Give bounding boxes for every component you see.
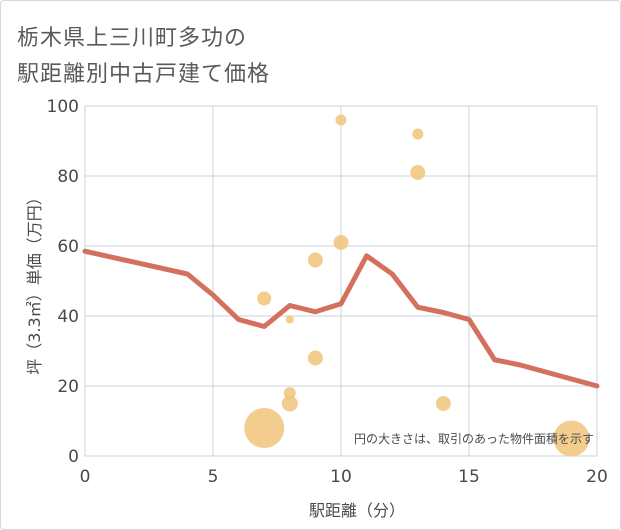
x-tick-label: 10 <box>330 467 352 487</box>
average-price-line <box>82 248 600 389</box>
y-tick-label: 100 <box>47 97 79 117</box>
y-axis-title: 坪（3.3㎡）単価（万円） <box>25 189 44 374</box>
y-tick-label: 0 <box>68 447 79 467</box>
bubble-layer <box>244 114 590 457</box>
x-axis-title: 駅距離（分） <box>309 501 405 520</box>
transaction-bubble <box>307 350 323 366</box>
y-tick-label: 80 <box>57 167 79 187</box>
transaction-bubble <box>335 114 347 126</box>
transaction-bubble <box>257 291 272 306</box>
transaction-bubble <box>281 395 298 412</box>
y-tick-label: 40 <box>57 307 79 327</box>
transaction-bubble <box>307 252 323 268</box>
transaction-bubble <box>244 408 285 448</box>
x-tick-label: 20 <box>586 467 608 487</box>
transaction-bubble <box>412 128 424 140</box>
transaction-bubble <box>283 387 296 399</box>
y-tick-label: 20 <box>57 377 79 397</box>
y-tick-label: 60 <box>57 237 79 257</box>
size-annotation: 円の大きさは、取引のあった物件面積を示す <box>354 431 594 446</box>
x-tick-label: 15 <box>458 467 480 487</box>
average-line-layer <box>82 248 600 389</box>
chart-title-line-2: 駅距離別中古戸建て価格 <box>17 62 271 87</box>
transaction-bubble <box>553 420 590 457</box>
grid-lines <box>84 105 598 457</box>
transaction-bubble <box>410 165 426 180</box>
transaction-bubble <box>435 396 451 411</box>
transaction-bubble <box>333 235 349 250</box>
chart-title-line-1: 栃木県上三川町多功の <box>17 26 248 51</box>
x-tick-label: 5 <box>208 467 219 487</box>
transaction-bubble <box>285 315 294 324</box>
x-tick-label: 0 <box>80 467 91 487</box>
tick-labels: 0 5 10 15 20 0 20 40 60 80 100 <box>47 97 608 487</box>
